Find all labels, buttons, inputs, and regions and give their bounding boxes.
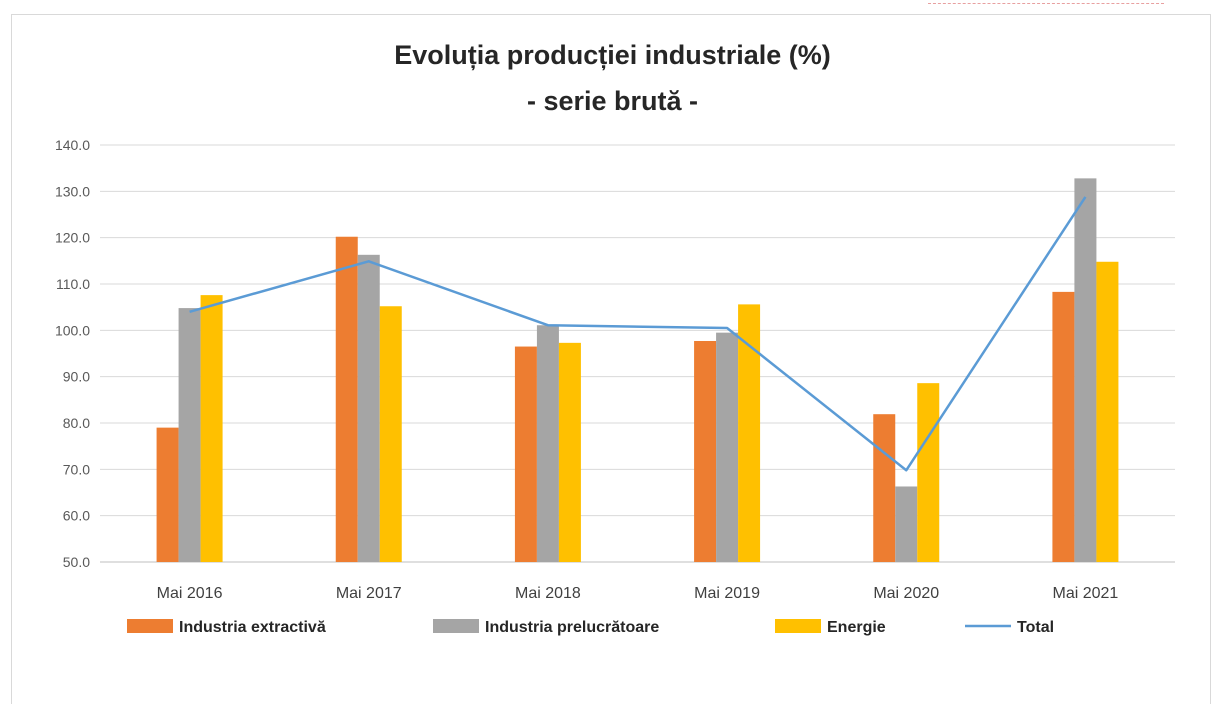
bar-industria-prelucr-toare bbox=[716, 332, 739, 562]
legend-label: Industria extractivă bbox=[179, 619, 326, 636]
legend-label: Total bbox=[1017, 619, 1054, 636]
x-tick-label: Mai 2020 bbox=[873, 585, 939, 602]
x-tick-label: Mai 2021 bbox=[1053, 585, 1119, 602]
y-tick-label: 60.0 bbox=[63, 508, 90, 524]
chart-subtitle: - serie brută - bbox=[526, 86, 699, 116]
bar-energie bbox=[379, 306, 402, 562]
bar-industria-prelucr-toare bbox=[1074, 178, 1097, 563]
legend-label: Industria prelucrătoare bbox=[485, 619, 659, 636]
line-total bbox=[189, 196, 1087, 472]
bar-industria-prelucr-toare bbox=[895, 486, 918, 562]
y-tick-label: 80.0 bbox=[63, 415, 90, 431]
y-tick-label: 90.0 bbox=[63, 369, 90, 385]
y-tick-label: 130.0 bbox=[55, 183, 90, 199]
top-dashed-mark bbox=[928, 3, 1164, 4]
y-tick-label: 120.0 bbox=[55, 230, 90, 246]
y-tick-label: 110.0 bbox=[56, 276, 90, 292]
bar-industria-extractiv- bbox=[514, 346, 537, 562]
bar-industria-extractiv- bbox=[156, 427, 179, 562]
x-tick-label: Mai 2018 bbox=[515, 585, 581, 602]
x-tick-label: Mai 2019 bbox=[694, 585, 760, 602]
chart-frame bbox=[11, 14, 1211, 704]
bar-industria-prelucr-toare bbox=[536, 325, 559, 562]
bar-industria-prelucr-toare bbox=[357, 254, 380, 562]
bar-industria-extractiv- bbox=[873, 414, 896, 562]
bar-energie bbox=[1096, 261, 1119, 562]
bar-energie bbox=[558, 342, 581, 562]
bar-industria-extractiv- bbox=[694, 340, 717, 562]
bar-industria-extractiv- bbox=[1052, 291, 1075, 562]
y-tick-label: 140.0 bbox=[55, 137, 90, 153]
x-tick-label: Mai 2017 bbox=[336, 585, 402, 602]
x-tick-label: Mai 2016 bbox=[157, 585, 223, 602]
legend-swatch bbox=[775, 619, 821, 633]
legend-swatch bbox=[433, 619, 479, 633]
bar-energie bbox=[200, 295, 223, 562]
bar-energie bbox=[917, 383, 940, 562]
bar-industria-prelucr-toare bbox=[178, 308, 201, 562]
bar-energie bbox=[738, 304, 761, 562]
y-tick-label: 70.0 bbox=[63, 461, 90, 477]
y-tick-label: 50.0 bbox=[63, 554, 90, 570]
legend-swatch bbox=[127, 619, 173, 633]
y-tick-label: 100.0 bbox=[55, 322, 90, 338]
bar-industria-extractiv- bbox=[335, 236, 358, 563]
chart-title: Evoluția producției industriale (%) bbox=[394, 40, 831, 70]
legend-label: Energie bbox=[827, 619, 886, 636]
